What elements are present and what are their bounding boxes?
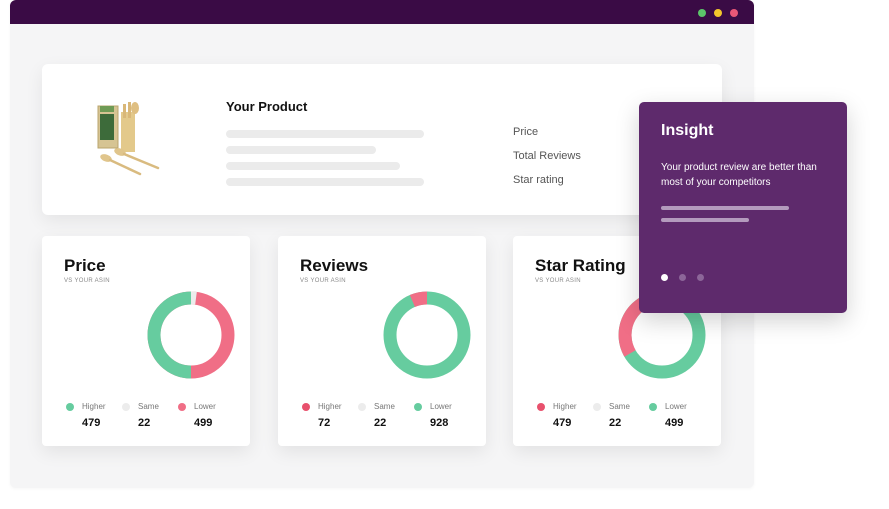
legend-swatch [122,403,130,411]
placeholder-line [661,218,749,222]
pager-dot-2[interactable] [679,274,686,281]
insight-panel: Insight Your product review are better t… [639,102,847,313]
legend-swatch [593,403,601,411]
legend-swatch [302,403,310,411]
price-donut-chart [147,291,235,379]
app-window: Your Product Price Total Reviews Star ra… [10,0,754,488]
pager-dot-3[interactable] [697,274,704,281]
reviews-card: Reviews VS YOUR ASIN Higher 72 Same 22 L… [278,236,486,446]
legend-swatch [66,403,74,411]
pager-dot-1[interactable] [661,274,668,281]
legend-value: 22 [609,417,622,429]
legend-swatch [414,403,422,411]
reviews-donut-chart [383,291,471,379]
legend-value: 499 [194,417,213,429]
legend-value: 499 [665,417,684,429]
insight-text: Your product review are better than most… [661,162,817,188]
meta-label-total-reviews: Total Reviews [513,150,581,162]
product-title: Your Product [226,99,308,114]
legend-label: Same [374,402,395,411]
legend-label: Lower [194,402,216,411]
placeholder-line [226,178,424,186]
legend-label: Higher [82,402,106,411]
placeholder-line [226,162,400,170]
legend-swatch [178,403,186,411]
legend-value: 479 [553,417,572,429]
legend-label: Lower [665,402,687,411]
meta-label-price: Price [513,126,539,138]
legend-label: Higher [318,402,342,411]
card-subtitle: VS YOUR ASIN [300,278,346,284]
card-title: Star Rating [535,256,626,275]
placeholder-line [226,146,376,154]
legend-label: Same [609,402,630,411]
insight-title: Insight [661,122,714,139]
legend-swatch [649,403,657,411]
legend-label: Higher [553,402,577,411]
window-titlebar [10,0,754,24]
placeholder-line [661,206,789,210]
meta-label-star-rating: Star rating [513,174,564,186]
window-maximize-button[interactable] [698,9,706,17]
legend-value: 22 [138,417,151,429]
placeholder-line [226,130,424,138]
card-title: Reviews [300,256,369,275]
legend-value: 22 [374,417,387,429]
product-summary-card: Your Product Price Total Reviews Star ra… [42,64,722,215]
kitchen-utensils-product-image [97,102,160,176]
price-card: Price VS YOUR ASIN Higher 479 Same 22 Lo… [42,236,250,446]
window-minimize-button[interactable] [714,9,722,17]
legend-value: 928 [430,417,449,429]
legend-label: Lower [430,402,452,411]
card-subtitle: VS YOUR ASIN [535,278,581,284]
window-close-button[interactable] [730,9,738,17]
legend-swatch [537,403,545,411]
legend-value: 72 [318,417,331,429]
legend-label: Same [138,402,159,411]
legend-swatch [358,403,366,411]
legend-value: 479 [82,417,101,429]
card-subtitle: VS YOUR ASIN [64,278,110,284]
card-title: Price [64,256,106,275]
